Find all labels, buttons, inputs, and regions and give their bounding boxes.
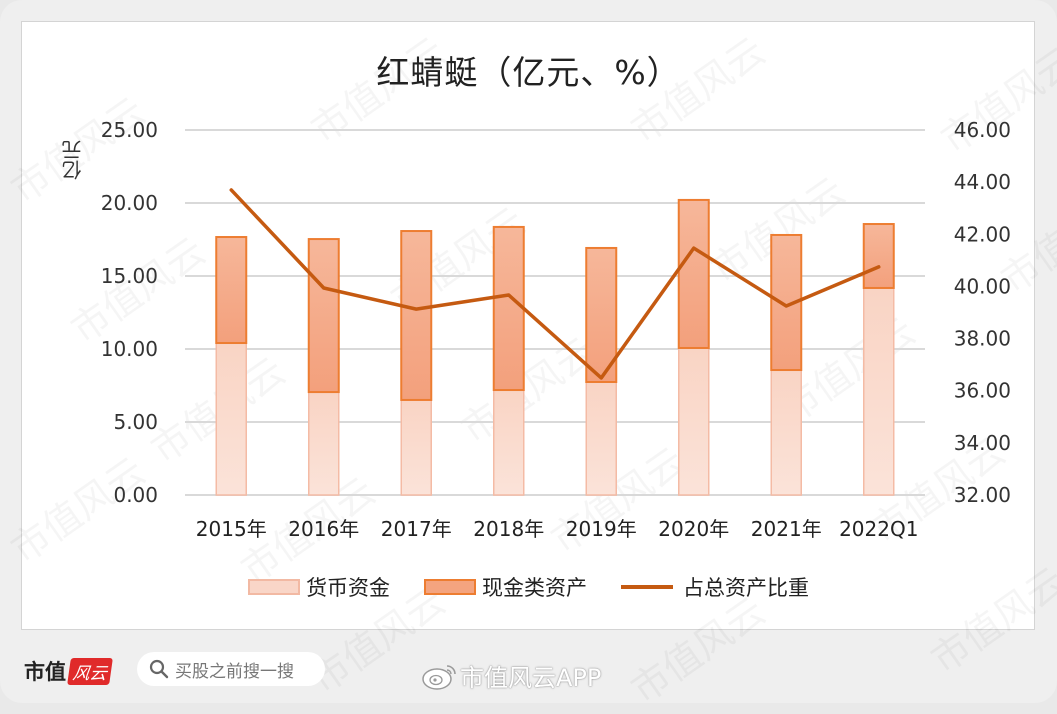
- bar-segment-cash: [215, 342, 247, 496]
- y-axis-tick-label: 0.00: [113, 483, 158, 507]
- y2-axis-tick-label: 46.00: [954, 118, 1011, 142]
- y2-axis-tick-label: 42.00: [954, 222, 1011, 246]
- x-axis-tick-label: 2018年: [473, 517, 544, 541]
- y-axis-tick-label: 20.00: [101, 191, 158, 215]
- bar-segment-cash-assets: [400, 230, 433, 401]
- legend-label: 货币资金: [306, 576, 390, 600]
- weibo-watermark: 市值风云APP: [420, 658, 601, 693]
- y-axis-tick-label: 5.00: [113, 410, 158, 434]
- brand-text: 市值: [24, 659, 66, 684]
- x-axis-tick-label: 2016年: [288, 517, 359, 541]
- legend-item-ratio: 占总资产比重: [621, 572, 809, 602]
- search-placeholder: 买股之前搜一搜: [175, 661, 294, 682]
- chart-title: 红蜻蜓（亿元、%）: [376, 53, 681, 92]
- y-axis-tick-label: 15.00: [101, 264, 158, 288]
- legend-swatch-dark-bar-icon: [424, 579, 476, 595]
- x-axis-tick-label: 2021年: [751, 517, 822, 541]
- x-axis-tick-label: 2017年: [381, 517, 452, 541]
- x-axis-tick-label: 2022Q1: [839, 517, 918, 541]
- bar-segment-cash: [863, 287, 895, 496]
- chart-legend: 货币资金 现金类资产 占总资产比重: [0, 572, 1057, 602]
- bar-segment-cash: [678, 347, 710, 496]
- bar-segment-cash: [308, 391, 340, 496]
- bar-segment-cash: [400, 399, 432, 496]
- x-axis-tick-label: 2015年: [196, 517, 267, 541]
- bar-segment-cash-assets: [492, 225, 525, 392]
- legend-swatch-line-icon: [621, 585, 673, 589]
- ratio-line: [229, 188, 881, 380]
- brand-badge: 风云: [67, 657, 113, 685]
- x-axis-tick-label: 2020年: [658, 517, 729, 541]
- brand-logo: 市值 风云: [24, 656, 113, 686]
- legend-swatch-light-bar-icon: [248, 579, 300, 595]
- search-box[interactable]: 买股之前搜一搜: [137, 652, 325, 686]
- bar-segment-cash-assets: [585, 246, 618, 383]
- weibo-icon: [422, 664, 456, 690]
- y2-axis-tick-label: 32.00: [954, 483, 1011, 507]
- y2-axis-tick-label: 36.00: [954, 379, 1011, 403]
- bar-segment-cash-assets: [862, 223, 895, 289]
- legend-item-cash: 货币资金: [248, 572, 390, 602]
- y-axis-tick-label: 10.00: [101, 337, 158, 361]
- bar-segment-cash: [585, 381, 617, 496]
- y-axis-tick-label: 25.00: [101, 118, 158, 142]
- y2-axis-tick-label: 40.00: [954, 274, 1011, 298]
- bar-segment-cash-assets: [677, 198, 710, 349]
- bar-segment-cash-assets: [215, 236, 248, 345]
- y2-axis-tick-label: 44.00: [954, 170, 1011, 194]
- bar-segment-cash: [493, 389, 525, 496]
- footer-bar: 市值 风云 买股之前搜一搜 市值风云APP: [0, 648, 1057, 692]
- legend-item-cash-assets: 现金类资产: [424, 572, 587, 602]
- x-axis-tick-label: 2019年: [566, 517, 637, 541]
- y2-axis-tick-label: 34.00: [954, 431, 1011, 455]
- bar-segment-cash: [770, 369, 802, 496]
- legend-label: 占总资产比重: [683, 576, 809, 600]
- search-icon: [149, 659, 169, 679]
- weibo-handle: 市值风云APP: [460, 664, 602, 692]
- y2-axis-tick-label: 38.00: [954, 327, 1011, 351]
- bar-segment-cash-assets: [307, 238, 340, 394]
- chart-plot: 0.00 5.00 10.00 15.00 20.00 25.00 32.00 34.00 36…: [101, 118, 1011, 541]
- legend-label: 现金类资产: [482, 576, 587, 600]
